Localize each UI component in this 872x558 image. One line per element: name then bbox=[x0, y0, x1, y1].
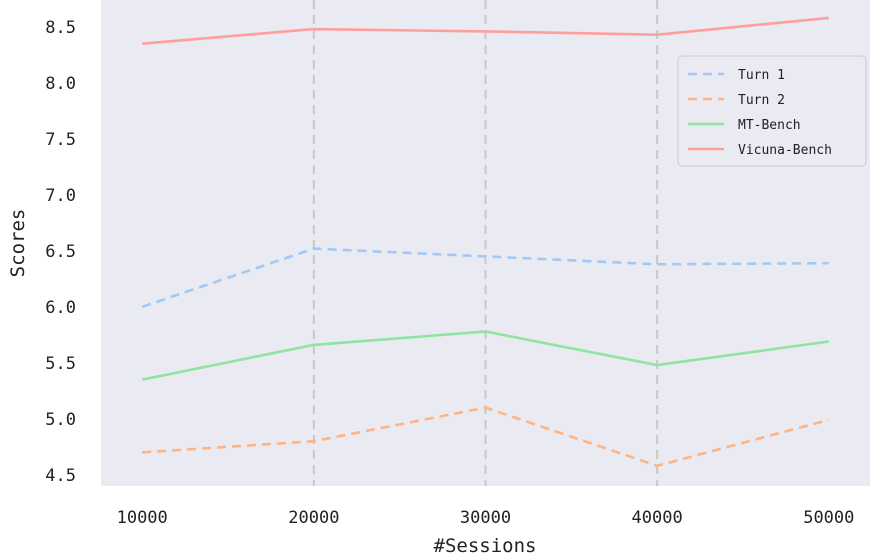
y-tick-label: 4.5 bbox=[45, 466, 76, 486]
x-axis-label: #Sessions bbox=[434, 535, 537, 557]
x-axis-ticks: 10000 20000 30000 40000 50000 bbox=[117, 508, 855, 528]
grid-lines bbox=[312, 0, 659, 486]
y-tick-label: 7.5 bbox=[45, 130, 76, 150]
y-tick-label: 8.5 bbox=[45, 18, 76, 38]
y-tick-label: 5.0 bbox=[45, 410, 76, 430]
series-line-0 bbox=[141, 247, 829, 309]
y-tick-label: 7.0 bbox=[45, 186, 76, 206]
legend-box bbox=[677, 55, 867, 167]
x-tick-label: 10000 bbox=[117, 508, 168, 528]
legend-label: Vicuna-Bench bbox=[738, 143, 832, 158]
legend-label: Turn 1 bbox=[738, 68, 785, 83]
y-tick-label: 6.0 bbox=[45, 298, 76, 318]
y-axis-ticks: 4.5 5.0 5.5 6.0 6.5 7.0 7.5 8.0 8.5 bbox=[45, 18, 76, 486]
legend-label: MT-Bench bbox=[738, 118, 801, 133]
legend-label: Turn 2 bbox=[738, 93, 785, 108]
series-lines bbox=[141, 16, 830, 468]
y-tick-label: 6.5 bbox=[45, 242, 76, 262]
series-line-1 bbox=[142, 406, 830, 468]
y-tick-label: 5.5 bbox=[45, 354, 76, 374]
series-line-2 bbox=[141, 330, 829, 381]
x-tick-label: 40000 bbox=[632, 508, 683, 528]
x-tick-label: 50000 bbox=[803, 508, 854, 528]
x-tick-label: 30000 bbox=[460, 508, 511, 528]
series-line-3 bbox=[142, 16, 829, 45]
legend: Turn 1 Turn 2 MT-Bench Vicuna-Bench bbox=[677, 55, 867, 167]
x-tick-label: 20000 bbox=[288, 508, 339, 528]
y-axis-label: Scores bbox=[7, 209, 29, 278]
y-tick-label: 8.0 bbox=[45, 74, 76, 94]
